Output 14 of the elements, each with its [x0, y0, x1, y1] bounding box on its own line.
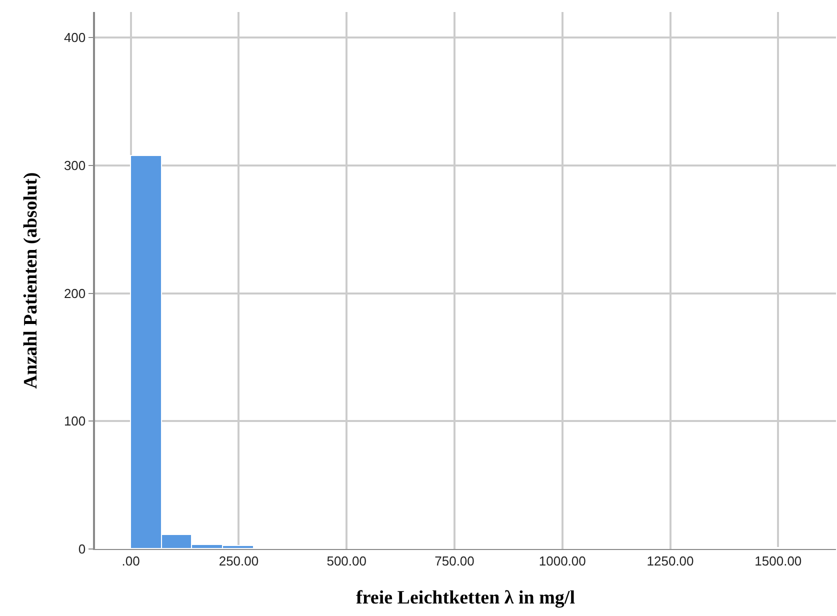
- y-tick-label: 400: [64, 30, 86, 46]
- x-tick-label: 1000.00: [538, 554, 586, 569]
- x-axis-title: freie Leichtketten λ in mg/l: [356, 587, 575, 608]
- x-tick-label: 1500.00: [754, 554, 802, 569]
- y-tick-label: 100: [64, 414, 86, 429]
- x-tick-label: .00: [122, 554, 140, 569]
- x-tick-label: 250.00: [218, 554, 259, 569]
- y-tick-label: 0: [78, 542, 86, 557]
- y-tick-label: 300: [64, 158, 86, 173]
- x-tick-label: 750.00: [434, 554, 474, 569]
- y-tick-label: 200: [64, 286, 86, 301]
- y-axis-title: Anzahl Patienten (absolut): [20, 172, 42, 389]
- x-tick-label: 1250.00: [646, 554, 694, 569]
- x-tick-label: 500.00: [326, 554, 366, 569]
